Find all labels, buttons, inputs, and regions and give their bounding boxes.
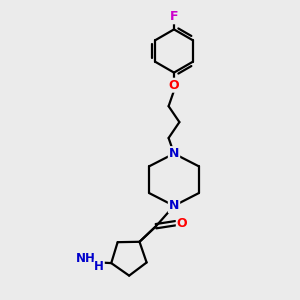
Text: H: H [94, 260, 104, 273]
Text: O: O [169, 79, 179, 92]
Text: NH: NH [76, 252, 96, 266]
Text: F: F [170, 10, 178, 23]
Text: N: N [169, 199, 179, 212]
Text: N: N [169, 147, 179, 160]
Text: O: O [177, 217, 188, 230]
